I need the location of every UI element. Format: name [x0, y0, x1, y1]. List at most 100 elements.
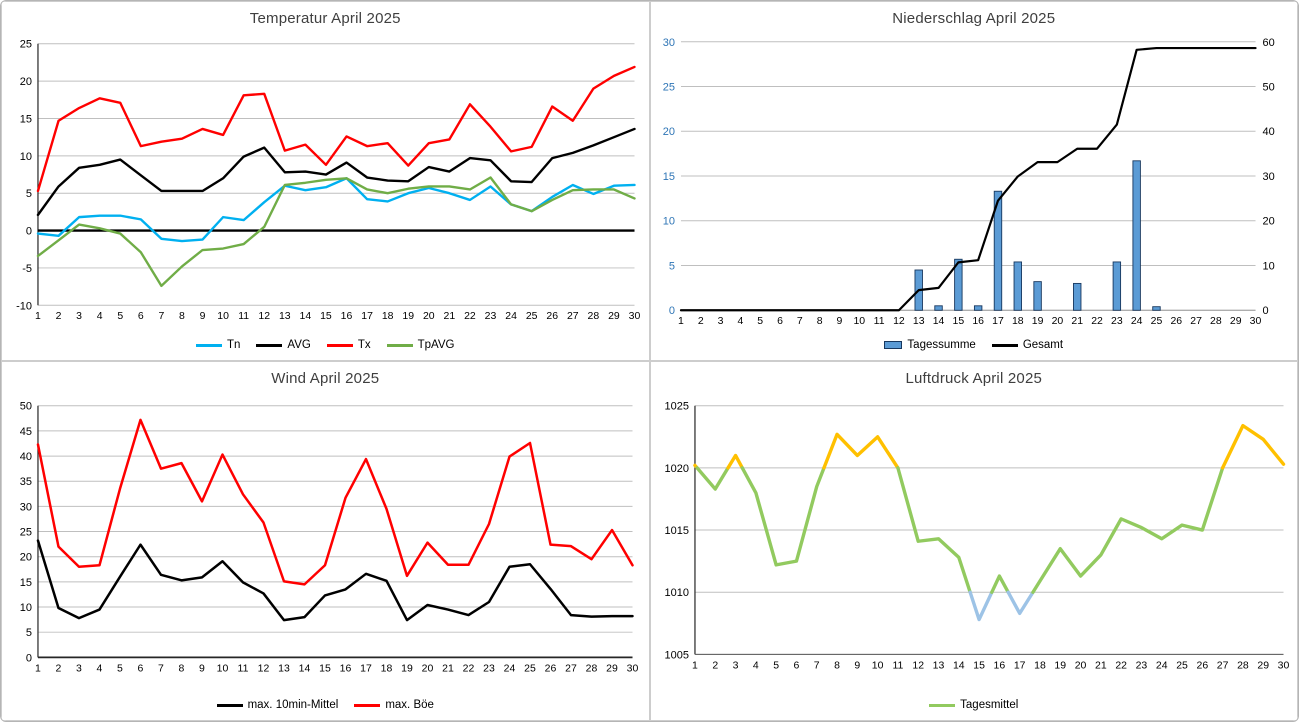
- svg-text:25: 25: [524, 663, 536, 674]
- svg-text:26: 26: [545, 663, 557, 674]
- legend-line-swatch: [354, 703, 381, 707]
- temperature-legend: Tn AVG Tx TpAVG: [2, 339, 649, 351]
- legend-label: Tn: [227, 339, 241, 351]
- svg-text:10: 10: [871, 660, 883, 671]
- pressure-chart-panel: Luftdruck April 2025 1005 1010 1015 1020 102…: [649, 361, 1298, 721]
- svg-text:24: 24: [504, 663, 516, 674]
- svg-text:45: 45: [20, 426, 32, 438]
- svg-text:10: 10: [662, 216, 674, 228]
- svg-text:23: 23: [1135, 660, 1147, 671]
- svg-text:28: 28: [1237, 660, 1249, 671]
- svg-text:14: 14: [952, 660, 964, 671]
- svg-text:30: 30: [1249, 316, 1261, 327]
- svg-text:3: 3: [732, 660, 738, 671]
- legend-label: Tx: [357, 339, 371, 351]
- legend-bar-swatch: [884, 341, 903, 349]
- svg-text:25: 25: [1176, 660, 1188, 671]
- svg-text:4: 4: [737, 316, 743, 327]
- wind-chart-panel: Wind April 2025 0 5 10 15 20 25 30 35 40 45 50 1 2 3 4…: [1, 361, 650, 721]
- svg-text:3: 3: [717, 316, 723, 327]
- svg-text:15: 15: [20, 113, 32, 125]
- svg-text:9: 9: [836, 316, 842, 327]
- svg-text:7: 7: [158, 311, 164, 322]
- svg-text:22: 22: [464, 311, 476, 322]
- svg-text:21: 21: [1095, 660, 1107, 671]
- svg-text:24: 24: [505, 311, 517, 322]
- svg-text:12: 12: [893, 316, 905, 327]
- svg-text:13: 13: [279, 311, 291, 322]
- svg-text:18: 18: [381, 663, 393, 674]
- svg-text:1010: 1010: [664, 587, 688, 599]
- svg-text:17: 17: [360, 663, 372, 674]
- svg-text:-5: -5: [22, 263, 32, 275]
- legend-label: Gesamt: [1022, 339, 1064, 351]
- svg-text:10: 10: [853, 316, 865, 327]
- svg-text:20: 20: [20, 552, 32, 564]
- legend-label: max. 10min-Mittel: [247, 699, 339, 711]
- svg-text:25: 25: [20, 527, 32, 539]
- svg-text:19: 19: [401, 663, 413, 674]
- svg-text:-10: -10: [16, 300, 32, 312]
- svg-text:9: 9: [199, 663, 205, 674]
- svg-text:23: 23: [485, 311, 497, 322]
- svg-text:23: 23: [483, 663, 495, 674]
- svg-text:2: 2: [56, 311, 62, 322]
- svg-text:16: 16: [341, 311, 353, 322]
- svg-text:30: 30: [627, 663, 639, 674]
- svg-text:8: 8: [816, 316, 822, 327]
- svg-text:28: 28: [588, 311, 600, 322]
- svg-text:30: 30: [662, 37, 674, 49]
- svg-text:5: 5: [117, 311, 123, 322]
- svg-text:8: 8: [179, 663, 185, 674]
- temperature-chart-title: Temperatur April 2025: [249, 10, 401, 27]
- svg-text:20: 20: [422, 663, 434, 674]
- svg-text:30: 30: [1277, 660, 1289, 671]
- svg-text:10: 10: [20, 602, 32, 614]
- svg-text:18: 18: [382, 311, 394, 322]
- svg-text:11: 11: [238, 311, 249, 322]
- svg-text:19: 19: [1054, 660, 1066, 671]
- svg-text:14: 14: [300, 311, 312, 322]
- svg-text:0: 0: [668, 305, 674, 317]
- svg-text:13: 13: [932, 660, 944, 671]
- svg-text:29: 29: [1257, 660, 1269, 671]
- legend-label: AVG: [287, 339, 311, 351]
- svg-text:6: 6: [138, 663, 144, 674]
- svg-text:5: 5: [26, 627, 32, 639]
- svg-text:6: 6: [793, 660, 799, 671]
- svg-text:1015: 1015: [664, 525, 688, 537]
- wind-chart-title: Wind April 2025: [271, 370, 380, 387]
- svg-text:18: 18: [1011, 316, 1023, 327]
- svg-text:7: 7: [813, 660, 819, 671]
- legend-line-swatch: [929, 703, 956, 707]
- svg-text:29: 29: [608, 311, 620, 322]
- svg-text:25: 25: [1150, 316, 1162, 327]
- svg-text:1: 1: [35, 311, 41, 322]
- svg-text:17: 17: [361, 311, 373, 322]
- svg-text:0: 0: [26, 652, 32, 664]
- svg-text:19: 19: [1031, 316, 1043, 327]
- svg-text:0: 0: [1262, 305, 1268, 317]
- svg-text:2: 2: [56, 663, 62, 674]
- svg-text:4: 4: [752, 660, 758, 671]
- pressure-chart-title: Luftdruck April 2025: [905, 370, 1043, 387]
- svg-text:30: 30: [20, 501, 32, 513]
- svg-text:9: 9: [854, 660, 860, 671]
- svg-text:3: 3: [76, 311, 82, 322]
- svg-text:15: 15: [319, 663, 331, 674]
- svg-text:11: 11: [892, 660, 903, 671]
- svg-text:15: 15: [973, 660, 985, 671]
- svg-text:15: 15: [952, 316, 964, 327]
- svg-text:25: 25: [20, 39, 32, 51]
- legend-item-tagessumme: Tagessumme: [884, 339, 976, 351]
- legend-line-swatch: [216, 703, 243, 707]
- legend-label: Tagesmittel: [960, 699, 1019, 711]
- svg-text:27: 27: [565, 663, 577, 674]
- svg-text:9: 9: [200, 311, 206, 322]
- svg-text:20: 20: [423, 311, 435, 322]
- wind-legend: max. 10min-Mittel max. Böe: [2, 699, 649, 711]
- svg-text:10: 10: [20, 151, 32, 163]
